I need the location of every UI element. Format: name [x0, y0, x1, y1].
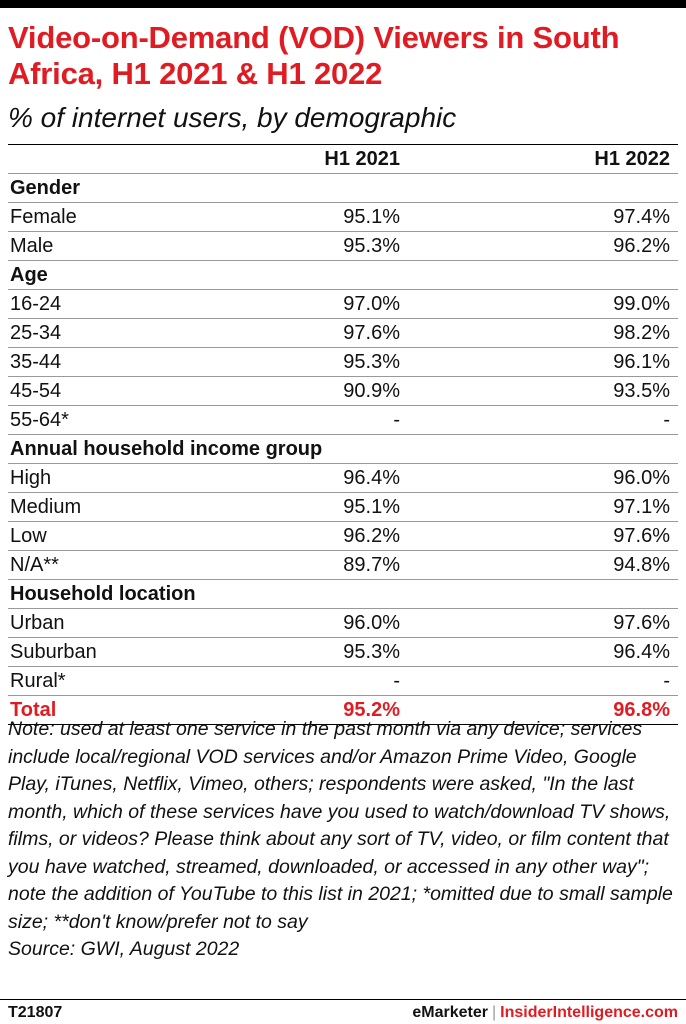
table-row: Urban 96.0% 97.6%	[8, 608, 678, 637]
row-label: 45-54	[10, 380, 62, 402]
value-h1-2021: 90.9%	[343, 380, 400, 402]
brand-separator: |	[492, 1004, 497, 1021]
value-h1-2022: 98.2%	[613, 322, 670, 344]
section-row: Age	[8, 260, 678, 289]
value-h1-2022: 97.4%	[613, 206, 670, 228]
value-h1-2021: -	[393, 409, 400, 431]
table-body: Gender Female 95.1% 97.4% Male 95.3% 96.2% Age 1…	[8, 173, 678, 725]
section-row: Household location	[8, 579, 678, 608]
row-label: 25-34	[10, 322, 62, 344]
table-row: Male 95.3% 96.2%	[8, 231, 678, 260]
section-label: Annual household income group	[10, 438, 323, 460]
value-h1-2022: 96.0%	[613, 467, 670, 489]
table-row: Low 96.2% 97.6%	[8, 521, 678, 550]
value-h1-2021: 95.2%	[343, 699, 400, 721]
table-row: High 96.4% 96.0%	[8, 463, 678, 492]
header-h1-2021: H1 2021	[324, 148, 400, 170]
value-h1-2022: -	[663, 409, 670, 431]
table-row: Medium 95.1% 97.1%	[8, 492, 678, 521]
value-h1-2022: 96.2%	[613, 235, 670, 257]
note-text: Note: used at least one service in the p…	[8, 718, 673, 933]
row-label: 35-44	[10, 351, 62, 373]
total-row: Total 95.2% 96.8%	[8, 695, 678, 725]
source-text: Source: GWI, August 2022	[8, 938, 240, 960]
section-row: Gender	[8, 173, 678, 202]
value-h1-2021: 95.3%	[343, 235, 400, 257]
value-h1-2022: 96.1%	[613, 351, 670, 373]
table-header-row: H1 2021 H1 2022	[8, 144, 678, 173]
row-label: Female	[10, 206, 77, 228]
row-label: Urban	[10, 612, 65, 634]
top-bar	[0, 0, 686, 8]
value-h1-2021: -	[393, 670, 400, 692]
value-h1-2022: 94.8%	[613, 554, 670, 576]
row-label: Total	[10, 699, 57, 721]
row-label: Rural*	[10, 670, 66, 692]
chart-subtitle: % of internet users, by demographic	[8, 102, 457, 133]
value-h1-2022: 97.6%	[613, 612, 670, 634]
chart-note: Note: used at least one service in the p…	[8, 716, 678, 964]
value-h1-2021: 95.1%	[343, 206, 400, 228]
value-h1-2021: 97.0%	[343, 293, 400, 315]
table-row: 16-24 97.0% 99.0%	[8, 289, 678, 318]
value-h1-2022: 96.4%	[613, 641, 670, 663]
value-h1-2021: 95.3%	[343, 641, 400, 663]
value-h1-2021: 89.7%	[343, 554, 400, 576]
table-row: N/A** 89.7% 94.8%	[8, 550, 678, 579]
table-row: 55-64* - -	[8, 405, 678, 434]
value-h1-2022: 93.5%	[613, 380, 670, 402]
section-label: Gender	[10, 177, 81, 199]
section-label: Household location	[10, 583, 196, 605]
brand-footer: eMarketer | InsiderIntelligence.com	[412, 1004, 678, 1022]
row-label: 16-24	[10, 293, 62, 315]
value-h1-2021: 95.3%	[343, 351, 400, 373]
row-label: Male	[10, 235, 54, 257]
chart-code: T21807	[8, 1004, 63, 1021]
section-row: Annual household income group	[8, 434, 678, 463]
brand-insider-intelligence: InsiderIntelligence.com	[500, 1004, 678, 1021]
footer-divider	[0, 999, 686, 1000]
value-h1-2021: 96.2%	[343, 525, 400, 547]
value-h1-2022: 96.8%	[613, 699, 670, 721]
row-label: Suburban	[10, 641, 97, 663]
row-label: Medium	[10, 496, 82, 518]
table-row: Rural* - -	[8, 666, 678, 695]
value-h1-2022: -	[663, 670, 670, 692]
row-label: Low	[10, 525, 47, 547]
row-label: High	[10, 467, 52, 489]
table-row: 35-44 95.3% 96.1%	[8, 347, 678, 376]
chart-title: Video-on-Demand (VOD) Viewers in South A…	[8, 20, 620, 91]
brand-emarketer: eMarketer	[412, 1004, 489, 1021]
table-row: 45-54 90.9% 93.5%	[8, 376, 678, 405]
value-h1-2021: 97.6%	[343, 322, 400, 344]
table-row: 25-34 97.6% 98.2%	[8, 318, 678, 347]
row-label: 55-64*	[10, 409, 69, 431]
table-row: Female 95.1% 97.4%	[8, 202, 678, 231]
value-h1-2021: 96.0%	[343, 612, 400, 634]
table-row: Suburban 95.3% 96.4%	[8, 637, 678, 666]
data-table: H1 2021 H1 2022 Gender Female 95.1% 97.4% Ma…	[8, 144, 678, 725]
value-h1-2021: 95.1%	[343, 496, 400, 518]
section-label: Age	[10, 264, 48, 286]
value-h1-2022: 97.1%	[613, 496, 670, 518]
value-h1-2022: 97.6%	[613, 525, 670, 547]
row-label: N/A**	[10, 554, 59, 576]
header-h1-2022: H1 2022	[594, 148, 670, 170]
value-h1-2022: 99.0%	[613, 293, 670, 315]
value-h1-2021: 96.4%	[343, 467, 400, 489]
